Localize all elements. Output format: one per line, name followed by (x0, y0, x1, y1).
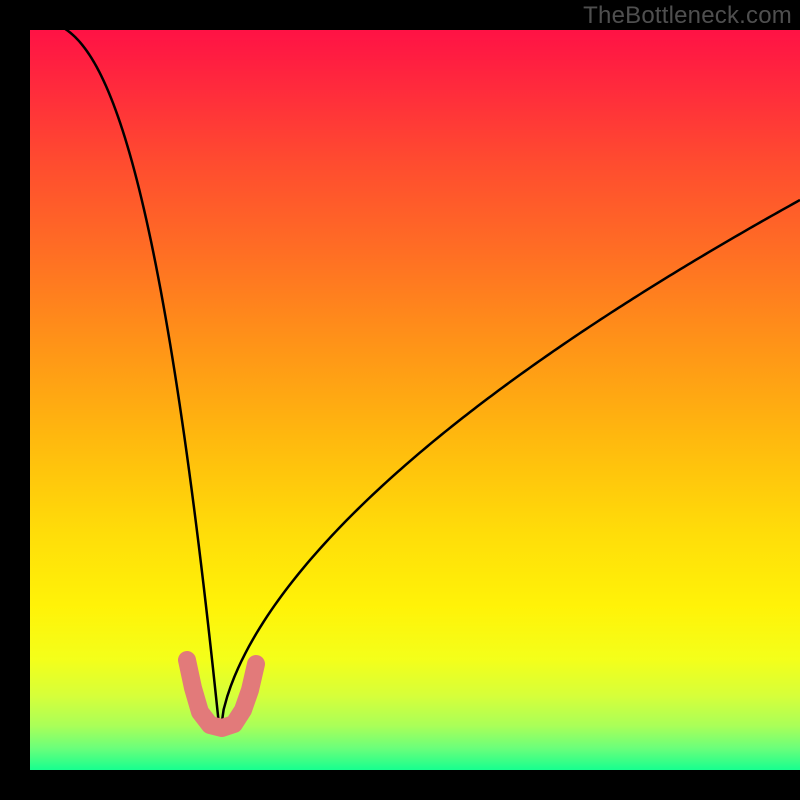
watermark-text: TheBottleneck.com (583, 2, 792, 30)
chart-stage: TheBottleneck.com (0, 0, 800, 800)
plot-background (30, 30, 800, 770)
bottleneck-chart (0, 0, 800, 800)
